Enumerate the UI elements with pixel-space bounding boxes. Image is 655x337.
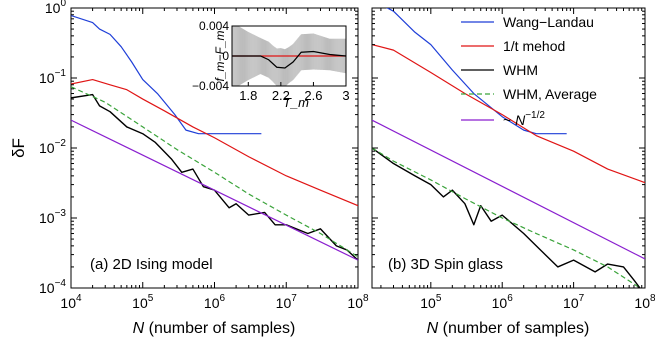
inset-xlabel: T_m (283, 95, 309, 110)
y-tick-label: 10−2 (39, 138, 66, 156)
y-axis-label: δF (9, 138, 28, 158)
panel-a-label: (a) 2D Ising model (90, 256, 213, 273)
x-tick-label: 108 (634, 293, 655, 311)
panel-a-ticks: 104 105 106 107 108 100 10−1 10−2 10−3 10−4 (39, 0, 369, 311)
legend-entry-wang-landau: Wang−Landau (461, 14, 594, 30)
legend-label-power-law: ~ N−1/2 (503, 110, 545, 128)
panel-b-label: (b) 3D Spin glass (388, 256, 503, 273)
y-tick-label: 10−3 (39, 208, 66, 226)
legend-entry-whm: WHM (461, 62, 538, 78)
legend-entry-power-law: ~ N−1/2 (461, 110, 545, 128)
series-one-over-t-b (372, 44, 645, 184)
inset-ylabel: f_m−F_m (213, 30, 227, 81)
inset-mean-line (232, 50, 346, 69)
inset-x-tick-label: 3 (342, 88, 349, 103)
x-tick-label: 104 (60, 293, 82, 311)
inset-x-tick-label: 2.2 (272, 88, 290, 103)
legend-power-law-exp: −1/2 (525, 110, 545, 121)
legend-power-law-prefix: ~ (503, 112, 515, 128)
legend: Wang−Landau 1/t mehod WHM WHM, Average ~… (461, 14, 597, 128)
inset: 1.8 2.2 2.6 3 0.004 0 −0.004 f_m−F_m T_m (192, 19, 350, 110)
legend-entry-one-over-t: 1/t mehod (461, 38, 565, 54)
x-axis-var-a: N (133, 320, 145, 337)
legend-label-whm-average: WHM, Average (503, 86, 597, 102)
inset-y-tick-label: 0.004 (199, 19, 229, 33)
legend-power-law-var: N (515, 112, 526, 128)
series-whm-a (71, 93, 358, 261)
legend-entry-whm-average: WHM, Average (461, 86, 597, 102)
inset-x-tick-label: 2.6 (304, 88, 322, 103)
series-whm-average-a (71, 86, 358, 258)
series-power-law-a (71, 119, 358, 261)
series-wang-landau-a (71, 14, 262, 135)
series-whm-average-b (372, 147, 642, 288)
x-axis-var-b: N (427, 320, 439, 337)
x-tick-label: 105 (420, 293, 442, 311)
x-axis-label-b: N (number of samples) (427, 320, 590, 337)
x-axis-rest-b: (number of samples) (438, 320, 589, 337)
inset-ticks: 1.8 2.2 2.6 3 0.004 0 −0.004 (192, 19, 350, 103)
panel-b-series (372, 8, 645, 288)
x-tick-label: 108 (347, 293, 369, 311)
series-whm-b (372, 147, 641, 288)
inset-y-tick-label: 0 (222, 49, 229, 63)
x-tick-label: 106 (204, 293, 226, 311)
panel-b: 105 106 107 108 (b) 3D Spin glass Wang−Land… (371, 7, 655, 311)
x-tick-label: 106 (492, 293, 514, 311)
panel-b-ticks: 105 106 107 108 (372, 7, 655, 311)
x-tick-label: 107 (563, 293, 585, 311)
series-power-law-b (372, 119, 645, 260)
x-axis-label-a: N (number of samples) (133, 320, 296, 337)
legend-label-whm: WHM (503, 62, 538, 78)
y-tick-label: 100 (45, 0, 67, 16)
inset-x-tick-label: 1.8 (239, 88, 257, 103)
y-tick-label: 10−1 (39, 68, 66, 86)
x-tick-label: 105 (132, 293, 154, 311)
legend-label-wang-landau: Wang−Landau (503, 14, 594, 30)
legend-label-one-over-t: 1/t mehod (503, 38, 565, 54)
x-axis-rest-a: (number of samples) (144, 320, 295, 337)
inset-y-tick-label: −0.004 (192, 79, 229, 93)
y-tick-label: 10−4 (39, 278, 66, 296)
series-one-over-t-a (71, 78, 358, 207)
x-tick-label: 107 (276, 293, 298, 311)
panel-a: 104 105 106 107 108 100 10−1 10−2 10−3 10−4 (a) 2… (39, 0, 369, 311)
panel-a-series (71, 14, 358, 261)
